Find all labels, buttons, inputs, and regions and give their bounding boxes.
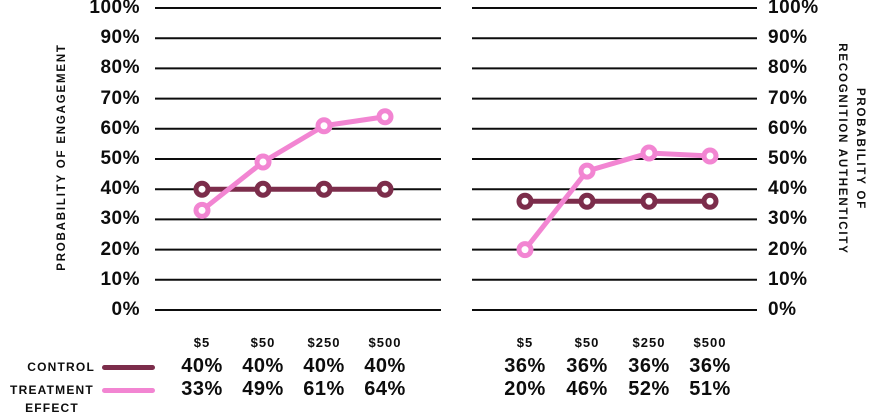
legend-treatment-label-line1: TREATMENT xyxy=(10,383,94,397)
control-value: 40% xyxy=(242,355,284,377)
series-line-treatment xyxy=(199,114,388,213)
x-category-header: $5 xyxy=(193,335,211,350)
y-tick-label: 0% xyxy=(768,299,797,320)
data-point-marker xyxy=(516,192,534,210)
data-point-marker xyxy=(640,144,658,162)
y-tick-label: 20% xyxy=(100,238,140,260)
y-tick-label: 50% xyxy=(768,148,808,169)
y-tick-label: 30% xyxy=(100,208,140,230)
treatment-value: 20% xyxy=(504,378,546,400)
y-tick-label: 20% xyxy=(768,238,808,260)
treatment-value: 61% xyxy=(303,378,345,400)
treatment-value: 64% xyxy=(364,378,406,400)
legend-treatment-line-swatch xyxy=(102,388,155,393)
data-point-marker xyxy=(578,192,596,210)
x-category-header: $50 xyxy=(250,335,276,350)
data-point-marker xyxy=(254,153,272,171)
y-tick-label: 80% xyxy=(100,57,140,79)
y-tick-label: 70% xyxy=(768,87,808,109)
control-value: 40% xyxy=(364,355,406,377)
x-category-header: $500 xyxy=(368,335,402,350)
data-point-marker xyxy=(315,117,333,135)
data-point-marker xyxy=(701,192,719,210)
x-category-header: $250 xyxy=(307,335,341,350)
y-tick-label: 40% xyxy=(100,178,140,200)
data-point-marker xyxy=(254,180,272,198)
data-point-marker xyxy=(376,108,394,126)
y-tick-label: 90% xyxy=(100,27,140,49)
control-value: 36% xyxy=(566,355,608,377)
chart-svg xyxy=(155,7,757,311)
y-tick-label: 60% xyxy=(768,117,808,139)
data-point-marker xyxy=(640,192,658,210)
y-tick-label: 50% xyxy=(100,148,140,169)
y-tick-label: 40% xyxy=(768,178,808,200)
y-tick-label: 100% xyxy=(89,0,140,18)
control-value: 36% xyxy=(504,355,546,377)
x-category-header: $500 xyxy=(693,335,727,350)
control-value: 40% xyxy=(181,355,223,377)
x-category-header: $5 xyxy=(516,335,534,350)
treatment-value: 33% xyxy=(181,378,223,400)
data-point-marker xyxy=(193,180,211,198)
legend-treatment-label: TREATMENT EFFECT xyxy=(0,381,104,413)
y-tick-label: 30% xyxy=(768,208,808,230)
legend-control-line-swatch xyxy=(102,365,155,370)
data-point-marker xyxy=(701,147,719,165)
control-value: 40% xyxy=(303,355,345,377)
x-category-header: $50 xyxy=(574,335,600,350)
data-point-marker xyxy=(516,241,534,259)
x-category-header: $250 xyxy=(632,335,666,350)
y-tick-label: 100% xyxy=(768,0,819,18)
treatment-value: 46% xyxy=(566,378,608,400)
y-tick-label: 90% xyxy=(768,27,808,49)
treatment-value: 51% xyxy=(689,378,731,400)
control-value: 36% xyxy=(689,355,731,377)
control-value: 36% xyxy=(628,355,670,377)
treatment-value: 52% xyxy=(628,378,670,400)
legend-control-label: CONTROL xyxy=(27,360,95,374)
series-line-treatment xyxy=(522,150,713,253)
y-tick-label: 60% xyxy=(100,117,140,139)
y-tick-label: 70% xyxy=(100,87,140,109)
legend-treatment-label-line2: EFFECT xyxy=(25,401,79,413)
data-point-marker xyxy=(376,180,394,198)
data-point-marker xyxy=(193,201,211,219)
y-tick-label: 10% xyxy=(100,268,140,290)
y-tick-label: 0% xyxy=(111,299,140,320)
y-tick-label: 10% xyxy=(768,268,808,290)
treatment-value: 49% xyxy=(242,378,284,400)
y-tick-label: 80% xyxy=(768,57,808,79)
data-point-marker xyxy=(315,180,333,198)
data-point-marker xyxy=(578,162,596,180)
